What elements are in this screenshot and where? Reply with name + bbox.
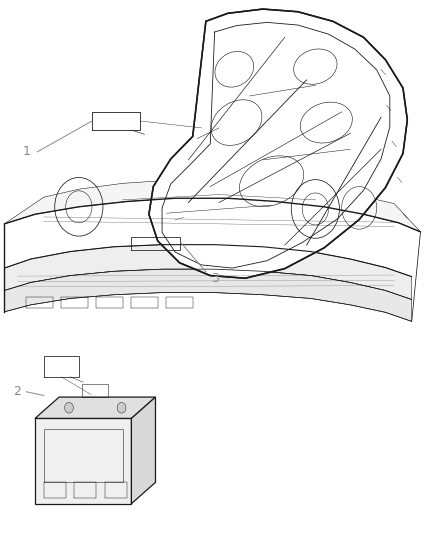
Polygon shape: [4, 269, 412, 321]
Text: 3: 3: [211, 272, 219, 285]
Circle shape: [117, 402, 126, 413]
Polygon shape: [4, 245, 412, 300]
Circle shape: [65, 402, 73, 413]
Text: 2: 2: [14, 385, 21, 398]
Polygon shape: [149, 9, 407, 278]
Polygon shape: [4, 180, 420, 232]
Text: 1: 1: [22, 146, 30, 158]
Polygon shape: [131, 397, 155, 504]
Polygon shape: [35, 418, 131, 504]
Polygon shape: [35, 397, 155, 418]
